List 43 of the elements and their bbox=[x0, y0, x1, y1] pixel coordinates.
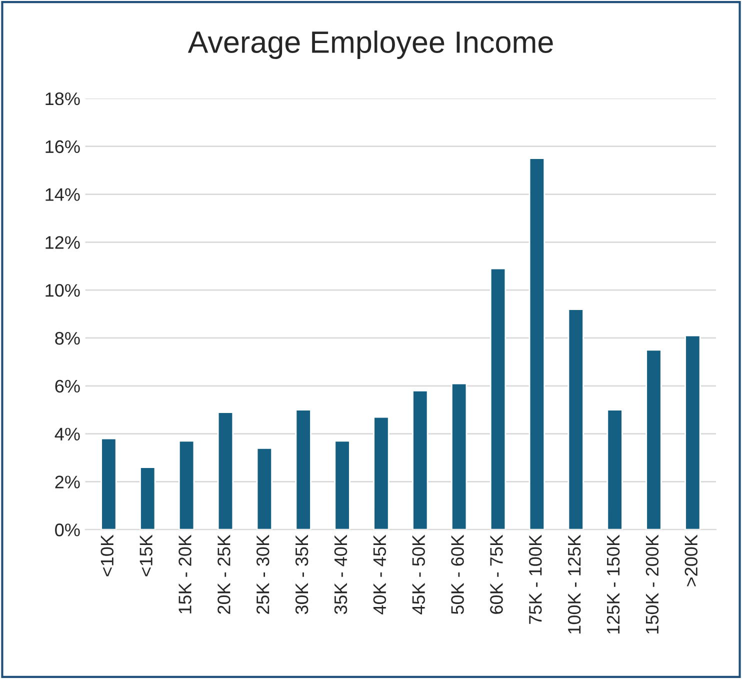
y-tick-label: 16% bbox=[46, 140, 80, 154]
bar bbox=[178, 440, 195, 530]
x-tick-label: 20K - 25K bbox=[218, 534, 230, 614]
bar bbox=[490, 268, 506, 530]
x-tick-label: 25K - 30K bbox=[256, 534, 270, 614]
x-tick-label: >200K bbox=[684, 534, 698, 586]
bar bbox=[606, 409, 623, 530]
bar bbox=[528, 158, 546, 530]
y-tick-label: 2% bbox=[55, 476, 80, 488]
bar bbox=[568, 308, 584, 530]
x-tick-label: 50K - 60K bbox=[451, 534, 464, 614]
x-tick-label: 35K - 40K bbox=[334, 534, 348, 614]
x-tick-label: 45K - 50K bbox=[412, 534, 425, 614]
bar bbox=[140, 466, 156, 530]
y-tick-label: 8% bbox=[55, 332, 80, 345]
x-tick-label: 60K - 75K bbox=[490, 534, 503, 614]
bar bbox=[412, 390, 428, 530]
y-tick-label: 6% bbox=[55, 380, 80, 393]
x-tick-label: <15K bbox=[140, 534, 152, 576]
bar bbox=[334, 440, 350, 530]
bar bbox=[646, 349, 662, 530]
x-tick-label: 15K - 20K bbox=[178, 534, 192, 614]
x-tick-label: 40K - 45K bbox=[373, 534, 386, 614]
bar bbox=[100, 438, 117, 530]
y-tick-label: 4% bbox=[54, 428, 80, 440]
bar bbox=[217, 412, 234, 530]
bar bbox=[295, 409, 312, 530]
x-tick-label: 30K - 35K bbox=[295, 534, 308, 614]
bar bbox=[256, 447, 273, 530]
bar bbox=[450, 382, 468, 530]
bar bbox=[373, 416, 390, 530]
y-tick-label: 10% bbox=[46, 284, 80, 297]
x-tick-label: 75K - 100K bbox=[529, 534, 542, 624]
bar bbox=[684, 334, 701, 530]
y-tick-label: 0% bbox=[55, 524, 80, 536]
chart-title: Average Employee Income bbox=[188, 30, 553, 60]
x-tick-label: 100K - 125K bbox=[568, 534, 581, 634]
x-tick-label: 125K - 150K bbox=[606, 534, 620, 634]
x-tick-label: <10K bbox=[100, 534, 114, 576]
y-tick-label: 14% bbox=[46, 188, 80, 201]
x-tick-label: 150K - 200K bbox=[646, 534, 659, 634]
y-tick-label: 18% bbox=[46, 92, 80, 106]
y-tick-label: 12% bbox=[46, 236, 80, 249]
